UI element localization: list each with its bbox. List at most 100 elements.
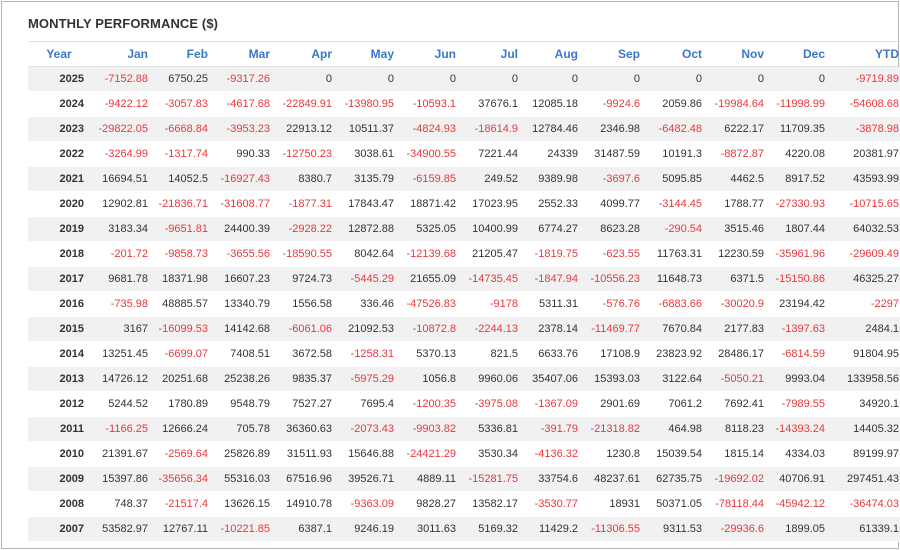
month-value-cell: -13980.95 — [336, 91, 398, 117]
month-value-cell: -24421.29 — [398, 441, 460, 467]
month-value-cell: 3515.46 — [706, 216, 768, 242]
month-value-cell: 7408.51 — [212, 341, 274, 367]
ytd-cell: 43593.99 — [829, 166, 900, 192]
month-value-cell: 0 — [522, 66, 582, 92]
month-value-cell: -35656.34 — [152, 466, 212, 492]
table-row: 2021 16694.51 14052.5 -16927.43 8380.7 3135.7… — [28, 166, 900, 192]
month-value-cell: -623.55 — [582, 241, 644, 267]
monthly-performance-table: Year Jan Feb Mar Apr May Jun Jul Aug Sep Oct Nov Dec… — [28, 41, 900, 542]
month-value-cell: 5336.81 — [460, 416, 522, 442]
month-value-cell: -9422.12 — [90, 91, 152, 117]
month-value-cell: -201.72 — [90, 241, 152, 267]
ytd-cell: -10715.65 — [829, 191, 900, 217]
column-header-dec: Dec — [768, 41, 829, 67]
year-cell: 2015 — [28, 316, 90, 342]
year-cell: 2018 — [28, 241, 90, 267]
month-value-cell: 3530.34 — [460, 441, 522, 467]
month-value-cell: 821.5 — [460, 341, 522, 367]
month-value-cell: -1819.75 — [522, 241, 582, 267]
month-value-cell: 8380.7 — [274, 166, 336, 192]
month-value-cell: 48237.61 — [582, 466, 644, 492]
month-value-cell: -9858.73 — [152, 241, 212, 267]
month-value-cell: 36360.63 — [274, 416, 336, 442]
month-value-cell: 14726.12 — [90, 366, 152, 392]
month-value-cell: 6222.17 — [706, 116, 768, 142]
month-value-cell: 39526.71 — [336, 466, 398, 492]
month-value-cell: 0 — [768, 66, 829, 92]
month-value-cell: 0 — [706, 66, 768, 92]
month-value-cell: 249.52 — [460, 166, 522, 192]
month-value-cell: -78118.44 — [706, 491, 768, 517]
month-value-cell: 9993.04 — [768, 366, 829, 392]
month-value-cell: 6371.5 — [706, 266, 768, 292]
month-value-cell: 21205.47 — [460, 241, 522, 267]
month-value-cell: 0 — [460, 66, 522, 92]
month-value-cell: -15281.75 — [460, 466, 522, 492]
year-cell: 2023 — [28, 116, 90, 142]
month-value-cell: 11709.35 — [768, 116, 829, 142]
month-value-cell: -34900.55 — [398, 141, 460, 167]
ytd-cell: 46325.27 — [829, 266, 900, 292]
month-value-cell: 9311.53 — [644, 516, 706, 542]
month-value-cell: 14910.78 — [274, 491, 336, 517]
month-value-cell: -735.98 — [90, 291, 152, 317]
column-header-aug: Aug — [522, 41, 582, 67]
table-row: 2023 -29822.05 -6668.84 -3953.23 22913.12 105… — [28, 116, 900, 142]
month-value-cell: -9651.81 — [152, 216, 212, 242]
month-value-cell: 11429.2 — [522, 516, 582, 542]
ytd-cell: 2484.1 — [829, 316, 900, 342]
month-value-cell: -10221.85 — [212, 516, 274, 542]
month-value-cell: 8917.52 — [768, 166, 829, 192]
month-value-cell: 7221.44 — [460, 141, 522, 167]
month-value-cell: -5975.29 — [336, 366, 398, 392]
column-header-mar: Mar — [212, 41, 274, 67]
month-value-cell: 1788.77 — [706, 191, 768, 217]
ytd-cell: 14405.32 — [829, 416, 900, 442]
month-value-cell: 28486.17 — [706, 341, 768, 367]
month-value-cell: 1056.8 — [398, 366, 460, 392]
month-value-cell: 18371.98 — [152, 266, 212, 292]
month-value-cell: 53582.97 — [90, 516, 152, 542]
month-value-cell: -1200.35 — [398, 391, 460, 417]
month-value-cell: 7670.84 — [644, 316, 706, 342]
month-value-cell: -6159.85 — [398, 166, 460, 192]
year-cell: 2025 — [28, 66, 90, 92]
month-value-cell: -3697.6 — [582, 166, 644, 192]
month-value-cell: -4617.68 — [212, 91, 274, 117]
ytd-cell: -2297 — [829, 291, 900, 317]
ytd-cell: 34920.1 — [829, 391, 900, 417]
month-value-cell: -18590.55 — [274, 241, 336, 267]
year-cell: 2009 — [28, 466, 90, 492]
month-value-cell: -14735.45 — [460, 266, 522, 292]
month-value-cell: -1367.09 — [522, 391, 582, 417]
month-value-cell: 5370.13 — [398, 341, 460, 367]
panel-title: MONTHLY PERFORMANCE ($) — [28, 16, 219, 31]
month-value-cell: 1230.8 — [582, 441, 644, 467]
table-row: 2018 -201.72 -9858.73 -3655.56 -18590.55 8042… — [28, 241, 900, 267]
month-value-cell: 12085.18 — [522, 91, 582, 117]
month-value-cell: -9924.6 — [582, 91, 644, 117]
table-row: 2009 15397.86 -35656.34 55316.03 67516.96 395… — [28, 466, 900, 492]
month-value-cell: -5445.29 — [336, 266, 398, 292]
month-value-cell: 13340.79 — [212, 291, 274, 317]
table-row: 2007 53582.97 12767.11 -10221.85 6387.1 9246.… — [28, 516, 900, 542]
month-value-cell: 2346.98 — [582, 116, 644, 142]
table-row: 2019 3183.34 -9651.81 24400.39 -2928.22 12872… — [28, 216, 900, 242]
month-value-cell: 336.46 — [336, 291, 398, 317]
ytd-cell: -9719.89 — [829, 66, 900, 92]
month-value-cell: -6699.07 — [152, 341, 212, 367]
table-row: 2014 13251.45 -6699.07 7408.51 3672.58 -1258.… — [28, 341, 900, 367]
month-value-cell: 50371.05 — [644, 491, 706, 517]
month-value-cell: 9389.98 — [522, 166, 582, 192]
ytd-cell: 297451.43 — [829, 466, 900, 492]
ytd-cell: -54608.68 — [829, 91, 900, 117]
table-row: 2011 -1166.25 12666.24 705.78 36360.63 -2073.… — [28, 416, 900, 442]
year-cell: 2017 — [28, 266, 90, 292]
month-value-cell: -18614.9 — [460, 116, 522, 142]
month-value-cell: 0 — [644, 66, 706, 92]
month-value-cell: 9960.06 — [460, 366, 522, 392]
month-value-cell: 17108.9 — [582, 341, 644, 367]
month-value-cell: -1166.25 — [90, 416, 152, 442]
month-value-cell: 9681.78 — [90, 266, 152, 292]
month-value-cell: 55316.03 — [212, 466, 274, 492]
